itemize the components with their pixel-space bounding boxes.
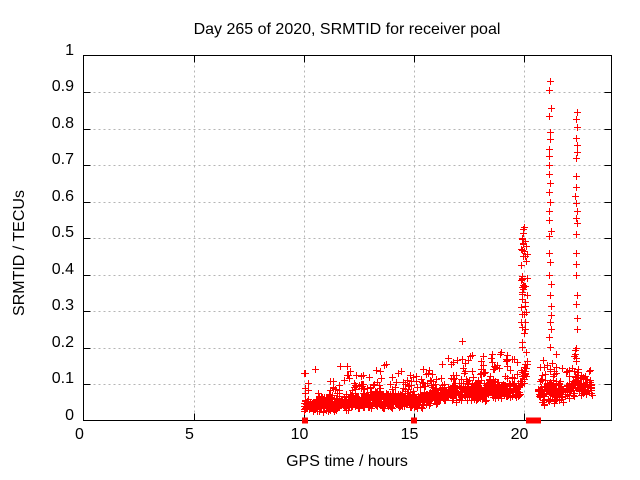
chart-title: Day 265 of 2020, SRMTID for receiver poa…: [193, 21, 501, 38]
plot-border: [83, 55, 612, 421]
x-tick-label: 0: [75, 426, 84, 443]
x-tick-label: 15: [400, 426, 419, 443]
y-tick-label: 0.6: [51, 187, 74, 205]
zero-value-markers: [302, 417, 541, 424]
axis-ticks: [83, 55, 612, 421]
y-tick-label: 0.9: [51, 78, 74, 95]
y-tick-label: 0.7: [51, 151, 74, 168]
x-tick-label: 10: [290, 426, 309, 443]
y-tick-label: 1: [65, 41, 74, 59]
x-tick-label: 5: [185, 426, 194, 443]
y-tick-label: 0.3: [51, 297, 74, 314]
y-tick-label: 0.5: [51, 224, 74, 241]
x-tick-label: 20: [510, 426, 529, 443]
y-tick-label: 0.8: [51, 114, 74, 132]
y-tick-label: 0: [65, 406, 74, 424]
data-points-scatter: [301, 78, 596, 416]
y-tick-label: 0.4: [51, 260, 74, 278]
y-tick-label: 0.1: [51, 370, 74, 387]
y-tick-label: 0.2: [51, 333, 74, 351]
x-axis-label: GPS time / hours: [286, 453, 408, 470]
